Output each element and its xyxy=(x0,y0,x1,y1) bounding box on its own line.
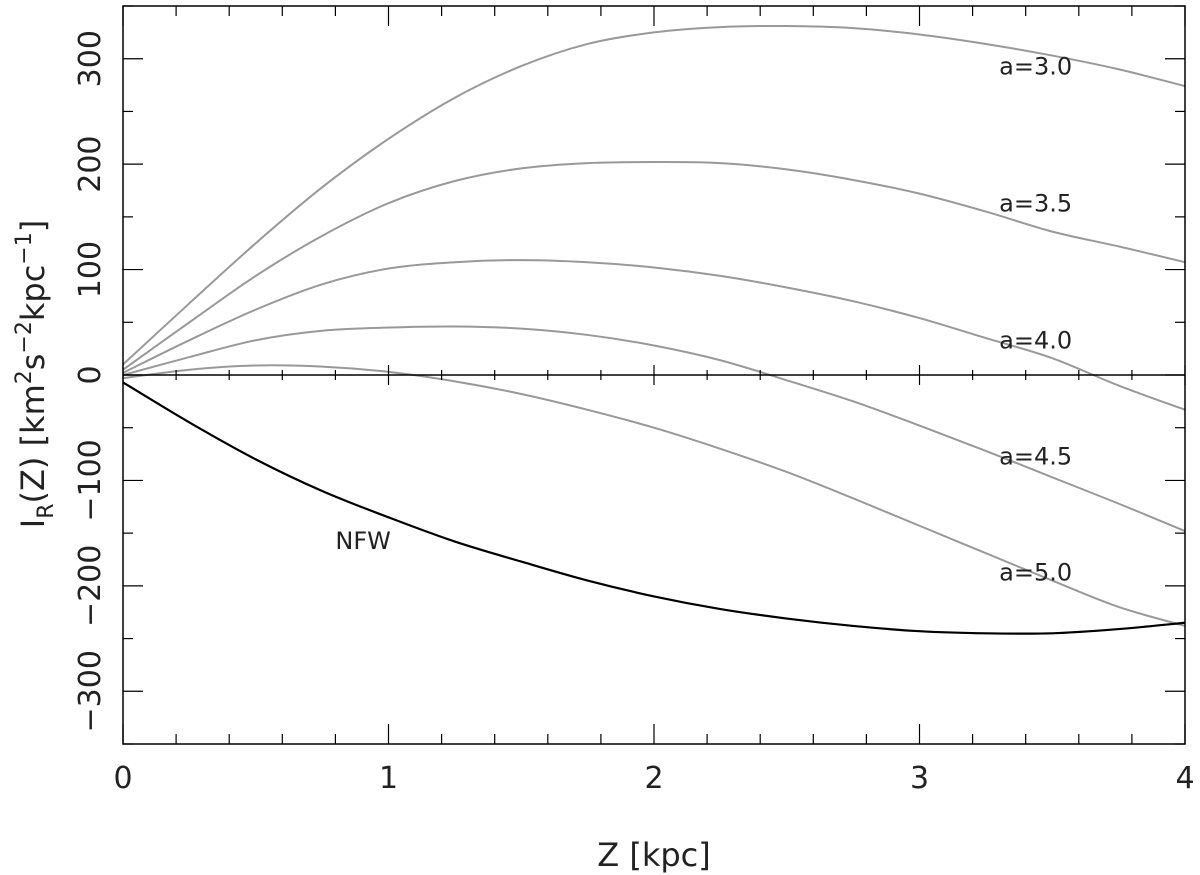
curve-label-a-4-0: a=4.0 xyxy=(999,327,1072,355)
y-axis-title-sup1: 2 xyxy=(12,370,37,384)
series-line-a-4-5 xyxy=(122,325,1186,532)
y-axis-title-after-sub: (Z) [km xyxy=(14,384,52,503)
axes-group xyxy=(122,5,1186,745)
series-line-a-5-0 xyxy=(122,364,1186,627)
y-axis-title-mid1: s xyxy=(14,354,52,371)
y-axis-title-sub: R xyxy=(34,503,59,518)
x-axis-title: Z [kpc] xyxy=(597,836,711,874)
curves-group xyxy=(122,24,1186,635)
x-tick-label: 4 xyxy=(1175,761,1194,796)
curve-label-nfw: NFW xyxy=(335,527,391,555)
x-tick-label: 2 xyxy=(644,761,663,796)
series-line-nfw xyxy=(122,381,1186,635)
series-line-a-4-0 xyxy=(122,259,1186,411)
series-line-a-3-5 xyxy=(122,161,1186,371)
curve-label-a-5-0: a=5.0 xyxy=(999,559,1072,587)
series-line-a-3-0 xyxy=(122,24,1186,366)
y-axis-title-sup3: −1 xyxy=(12,232,37,264)
curve-label-a-3-0: a=3.0 xyxy=(999,53,1072,81)
curve-label-a-4-5: a=4.5 xyxy=(999,443,1072,471)
y-tick-label: 0 xyxy=(73,365,108,384)
y-tick-label: −100 xyxy=(73,439,108,521)
x-tick-label: 3 xyxy=(910,761,929,796)
tick-labels-group: 0 1 2 3 4 −300 −200 −100 0 100 200 300 xyxy=(73,30,1195,796)
y-axis-title-main: I xyxy=(14,519,52,528)
y-axis-title-sup2: −2 xyxy=(12,321,37,353)
y-tick-label: −200 xyxy=(73,545,108,627)
y-tick-label: 200 xyxy=(73,136,108,193)
x-tick-label: 0 xyxy=(113,761,132,796)
y-axis-title-end: ] xyxy=(14,220,52,232)
x-tick-label: 1 xyxy=(379,761,398,796)
y-axis-title: IR(Z) [km2s−2kpc−1] xyxy=(12,220,59,528)
y-tick-label: 300 xyxy=(73,30,108,87)
curve-label-a-3-5: a=3.5 xyxy=(999,190,1072,218)
y-tick-label: 100 xyxy=(73,241,108,298)
y-tick-label: −300 xyxy=(73,650,108,732)
annotations-group: a=3.0 a=3.5 a=4.0 a=4.5 a=5.0 NFW xyxy=(335,53,1072,587)
y-axis-title-mid2: kpc xyxy=(14,265,52,321)
